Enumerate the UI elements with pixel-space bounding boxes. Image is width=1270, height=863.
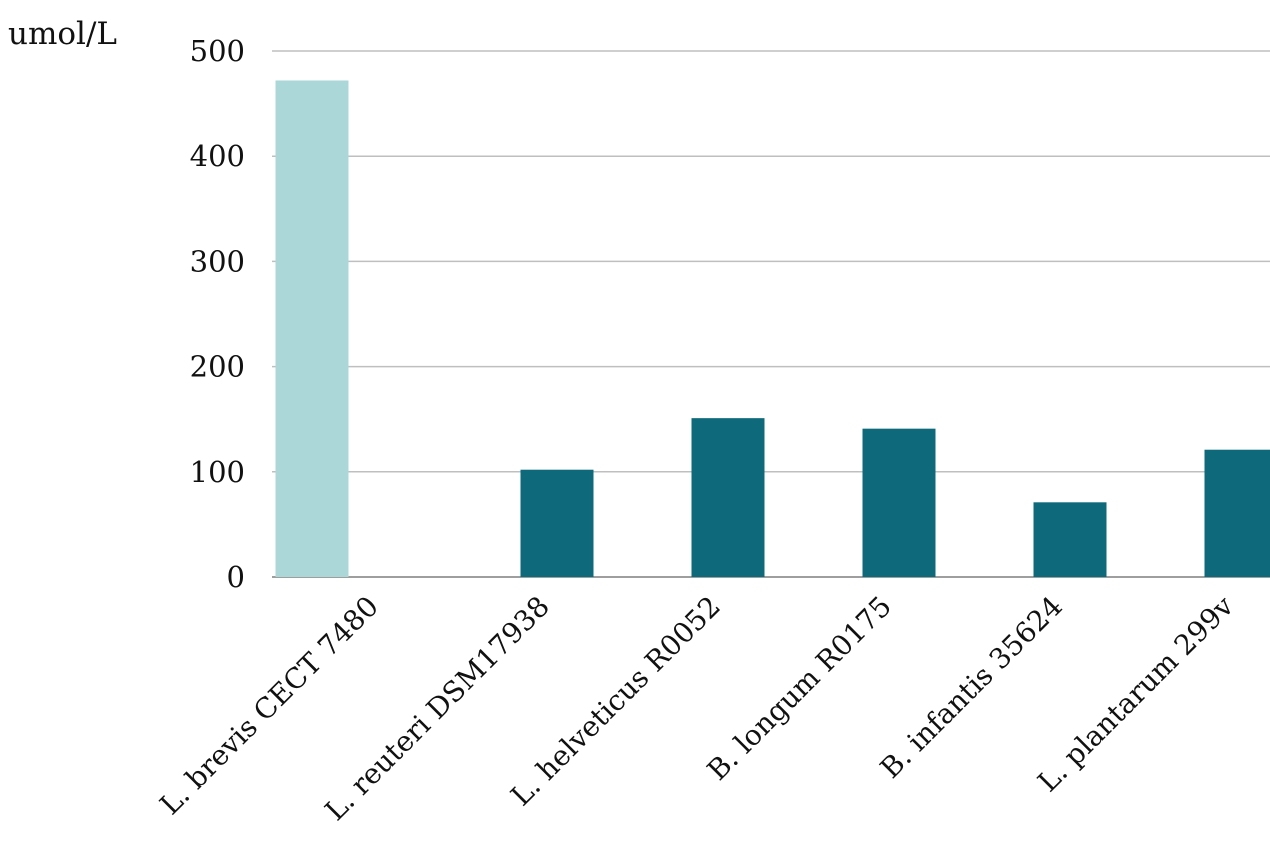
y-tick-label: 0: [227, 560, 245, 594]
bar-l-helveticus-r0052: [691, 418, 765, 577]
bar-l-reuteri-dsm17938: [520, 469, 594, 577]
x-category-label: B. longum R0175: [701, 590, 898, 787]
x-category-label: L. plantarum 299v: [1031, 589, 1240, 798]
bar-l-brevis-cect-7480: [275, 80, 349, 578]
y-axis-unit-label: umol/L: [8, 16, 117, 52]
y-tick-label: 300: [190, 244, 245, 278]
bar-b-infantis-35624: [1033, 502, 1107, 577]
x-category-label: B. infantis 35624: [874, 590, 1069, 785]
y-axis-tick-labels: 0 100 200 300 400 500: [190, 34, 245, 594]
gridlines: [272, 50, 1270, 578]
bars: [275, 80, 1270, 578]
bar-l-plantarum-299v: [1204, 449, 1270, 577]
y-tick-label: 500: [190, 34, 245, 68]
bar-b-longum-r0175: [862, 428, 936, 577]
y-tick-label: 100: [190, 455, 245, 489]
y-tick-label: 200: [190, 350, 245, 384]
y-tick-label: 400: [190, 139, 245, 173]
